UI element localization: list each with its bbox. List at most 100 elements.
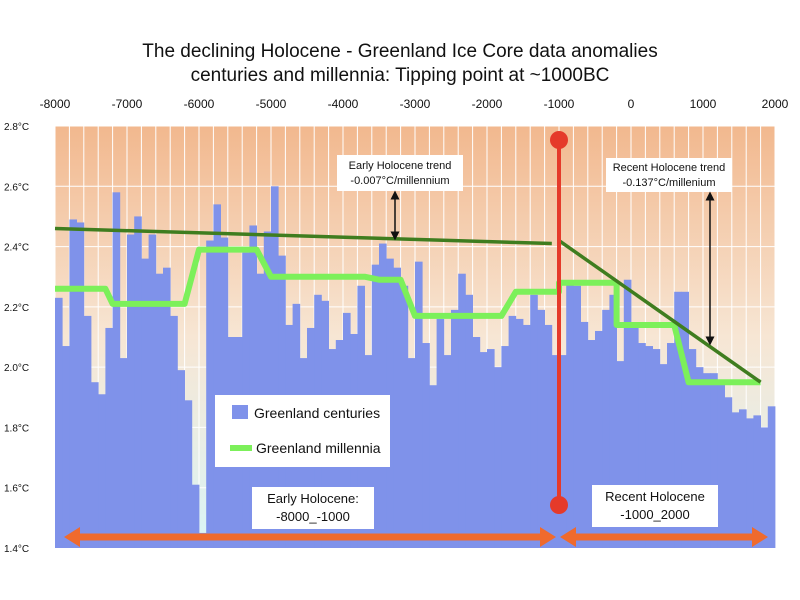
- early-holocene-arrow: [64, 527, 556, 547]
- century-bar: [609, 294, 617, 548]
- century-bar: [724, 397, 733, 548]
- century-bar: [184, 400, 193, 548]
- century-bar: [530, 294, 538, 548]
- century-bar: [631, 324, 639, 548]
- century-bar: [703, 373, 711, 548]
- century-bar: [580, 321, 589, 548]
- century-bar: [141, 258, 149, 548]
- century-bar: [191, 484, 200, 548]
- legend-label-centuries: Greenland centuries: [254, 405, 380, 421]
- century-bar: [616, 361, 625, 548]
- x-tick-label: 0: [628, 97, 635, 111]
- century-bar: [62, 346, 70, 548]
- century-bar: [667, 343, 675, 548]
- century-bar: [91, 382, 99, 548]
- recent-trend-label: Recent Holocene trend -0.137°C/millenium: [606, 158, 732, 192]
- century-bar: [717, 382, 725, 548]
- century-bar: [731, 412, 740, 548]
- century-bar: [112, 192, 121, 549]
- century-bar: [155, 273, 164, 548]
- x-tick-label: 1000: [690, 97, 717, 111]
- century-bar: [69, 219, 77, 548]
- century-bar: [602, 309, 610, 548]
- early-holocene-box-bg: [252, 487, 374, 529]
- recent-holocene-arrow-head-right: [752, 527, 768, 547]
- annotations: Early Holocene trend -0.007°C/millennium R…: [64, 131, 768, 547]
- century-bar: [652, 349, 661, 548]
- century-bar: [429, 385, 437, 548]
- axes: -8000 -7000 -6000 -5000 -4000 -3000 -2000 -1000…: [4, 97, 789, 555]
- chart-title-line-2: centuries and millennia: Tipping point a…: [190, 65, 610, 86]
- century-bar: [148, 234, 157, 548]
- century-bar: [271, 186, 279, 549]
- x-tick-label: -1000: [544, 97, 575, 111]
- century-bar: [487, 349, 495, 548]
- early-holocene-arrow-head-right: [540, 527, 556, 547]
- tipping-point-dot-bottom: [550, 496, 568, 514]
- century-bar: [566, 282, 574, 548]
- y-tick-label: 1.6°C: [4, 484, 29, 495]
- early-holocene-box-text: Early Holocene:: [267, 491, 359, 506]
- early-trend-label-text: -0.007°C/millennium: [350, 175, 449, 187]
- century-bar: [515, 318, 524, 548]
- century-bar: [523, 324, 531, 548]
- y-tick-label: 1.8°C: [4, 423, 29, 434]
- x-tick-label: -2000: [472, 97, 503, 111]
- x-tick-label: -3000: [400, 97, 431, 111]
- x-tick-label: -6000: [184, 97, 215, 111]
- early-holocene-box-text: -8000_-1000: [276, 509, 350, 524]
- century-bar: [170, 315, 178, 548]
- century-bar: [415, 261, 423, 548]
- x-tick-label: -5000: [256, 97, 287, 111]
- early-holocene-box: Early Holocene: -8000_-1000: [252, 487, 374, 529]
- century-bar: [494, 367, 502, 548]
- century-bar: [595, 330, 603, 548]
- century-bar: [544, 324, 553, 548]
- recent-trend-label-text: -0.137°C/millenium: [622, 177, 715, 189]
- legend-label-millennia: Greenland millennia: [256, 440, 381, 456]
- legend-swatch-centuries: [232, 405, 248, 419]
- millennia-line: [55, 246, 761, 386]
- recent-holocene-box: Recent Holocene -1000_2000: [592, 485, 718, 527]
- x-tick-label: -7000: [112, 97, 143, 111]
- y-tick-label: 2.4°C: [4, 243, 29, 254]
- century-bar: [407, 358, 416, 548]
- chart-title-line-1: The declining Holocene - Greenland Ice C…: [142, 41, 658, 62]
- century-bar: [465, 294, 473, 548]
- century-bar: [623, 279, 632, 548]
- century-bar: [710, 373, 718, 548]
- century-bar: [695, 367, 704, 548]
- century-bar: [177, 370, 185, 548]
- century-bar: [638, 343, 646, 548]
- century-bar: [746, 418, 754, 548]
- y-tick-label: 2.8°C: [4, 122, 29, 133]
- y-tick-label: 1.4°C: [4, 544, 29, 555]
- early-trend-line: [54, 226, 552, 246]
- early-trend-label: Early Holocene trend -0.007°C/millennium: [337, 155, 463, 191]
- series-lines: [54, 226, 762, 386]
- century-bar: [422, 343, 430, 548]
- century-bar: [760, 427, 769, 548]
- century-bar: [451, 309, 459, 548]
- century-bar: [393, 267, 401, 548]
- recent-trend-label-text: Recent Holocene trend: [613, 162, 726, 174]
- century-bar: [134, 216, 142, 548]
- century-bar: [645, 346, 653, 548]
- century-bar: [163, 267, 171, 548]
- recent-holocene-arrow-head-left: [560, 527, 576, 547]
- century-bar: [443, 355, 452, 548]
- century-bar: [573, 285, 581, 548]
- century-bar: [263, 231, 272, 548]
- century-bar: [213, 204, 221, 548]
- century-bar: [587, 340, 596, 548]
- y-tick-label: 2.2°C: [4, 303, 29, 314]
- century-bar: [119, 358, 128, 548]
- century-bar: [551, 355, 560, 548]
- century-bar: [681, 291, 689, 548]
- y-tick-label: 2.0°C: [4, 363, 29, 374]
- early-trend-label-text: Early Holocene trend: [349, 160, 452, 172]
- century-bar: [479, 352, 488, 548]
- century-bar: [127, 234, 135, 548]
- century-bar: [249, 225, 257, 548]
- x-tick-label: -4000: [328, 97, 359, 111]
